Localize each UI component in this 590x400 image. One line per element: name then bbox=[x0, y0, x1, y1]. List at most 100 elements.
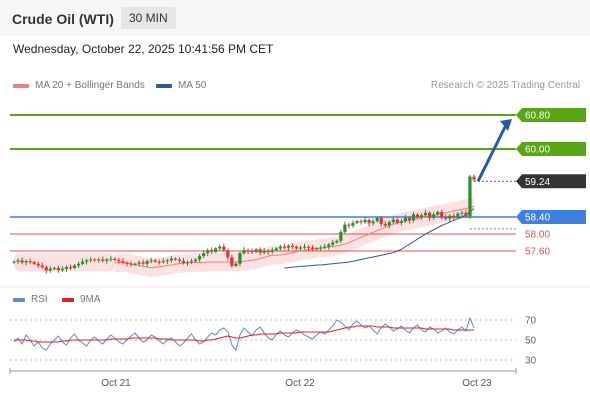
candle-body bbox=[315, 248, 319, 250]
timeframe-button[interactable]: 30 MIN bbox=[121, 7, 176, 29]
level-label-58-00: 58.00 bbox=[525, 230, 550, 241]
legend-ma50: MA 50 bbox=[156, 80, 206, 91]
candle-body bbox=[323, 246, 327, 248]
candle-body bbox=[448, 215, 452, 219]
candle-body bbox=[68, 267, 73, 269]
candle-body bbox=[254, 249, 258, 252]
candle-body bbox=[282, 246, 286, 248]
legend-ma50-label: MA 50 bbox=[178, 80, 207, 91]
candle-body bbox=[294, 246, 299, 249]
level-tag-59-24 bbox=[516, 174, 586, 189]
candle-body bbox=[432, 214, 436, 218]
candle-body bbox=[290, 245, 295, 247]
candle-body bbox=[198, 256, 202, 260]
legend-rsi: RSI bbox=[13, 294, 48, 305]
level-tag-60-80 bbox=[516, 108, 586, 122]
level-tag-58-40 bbox=[516, 210, 586, 224]
legend-ma20-label: MA 20 + Bollinger Bands bbox=[35, 80, 145, 91]
candle-body bbox=[113, 258, 117, 260]
candle-body bbox=[28, 261, 32, 263]
candle-body bbox=[456, 213, 460, 218]
candle-body bbox=[60, 268, 65, 271]
candle-body bbox=[327, 244, 331, 247]
x-tick-label: Oct 23 bbox=[462, 378, 492, 389]
level-label-60-00: 60.00 bbox=[525, 145, 550, 156]
timestamp: Wednesday, October 22, 2025 10:41:56 PM … bbox=[13, 42, 274, 56]
candle-body bbox=[258, 249, 262, 253]
candle-body bbox=[133, 263, 137, 265]
rsi-line bbox=[13, 316, 475, 352]
candle-body bbox=[452, 215, 456, 218]
candle-body bbox=[423, 212, 428, 216]
candle-body bbox=[440, 211, 444, 217]
candle-body bbox=[56, 268, 60, 271]
candle-body bbox=[85, 260, 89, 262]
candle-body bbox=[165, 260, 169, 262]
candle-body bbox=[52, 268, 56, 269]
candle-body bbox=[125, 262, 129, 264]
instrument-title: Crude Oil (WTI) bbox=[12, 11, 114, 27]
candle-body bbox=[355, 221, 359, 223]
candle-body bbox=[407, 217, 412, 221]
candle-body bbox=[379, 217, 383, 224]
candle-body bbox=[72, 265, 77, 268]
candle-body bbox=[319, 247, 323, 249]
candle-body bbox=[270, 250, 274, 252]
candle-body bbox=[460, 212, 464, 214]
candle-body bbox=[161, 261, 165, 263]
candle-body bbox=[266, 251, 270, 252]
candle-body bbox=[210, 250, 214, 252]
candle-body bbox=[399, 221, 403, 223]
candle-body bbox=[250, 251, 254, 252]
legend-rsi-label: RSI bbox=[31, 294, 48, 305]
candle-body bbox=[278, 246, 282, 249]
candle-body bbox=[173, 258, 178, 260]
candle-body bbox=[32, 262, 36, 264]
candle-body bbox=[464, 212, 468, 217]
candle-body bbox=[181, 260, 186, 263]
candle-body bbox=[20, 260, 24, 263]
legend-ma20: MA 20 + Bollinger Bands bbox=[13, 80, 145, 91]
candle-body bbox=[24, 261, 28, 263]
candle-body bbox=[189, 261, 194, 263]
candle-body bbox=[387, 222, 391, 226]
candle-body bbox=[395, 219, 399, 223]
candle-body bbox=[222, 246, 226, 251]
rsi-tick-30: 30 bbox=[525, 356, 537, 367]
candle-body bbox=[306, 246, 311, 248]
candle-body bbox=[169, 258, 173, 261]
legend-9ma-label: 9MA bbox=[80, 294, 101, 305]
candle-body bbox=[444, 217, 448, 219]
candle-body bbox=[246, 250, 250, 252]
candle-body bbox=[97, 259, 101, 261]
candle-body bbox=[339, 231, 343, 241]
candle-body bbox=[274, 248, 278, 251]
candle-body bbox=[101, 259, 105, 261]
candle-body bbox=[129, 263, 133, 265]
candle-body bbox=[331, 242, 335, 245]
candle-body bbox=[302, 246, 307, 248]
projection-arrow bbox=[476, 124, 508, 182]
legend-9ma-swatch bbox=[62, 297, 74, 302]
candle-body bbox=[298, 247, 303, 249]
x-tick-label: Oct 21 bbox=[101, 378, 131, 389]
candle-body bbox=[403, 217, 408, 222]
candle-body bbox=[411, 214, 416, 221]
rsi-tick-70: 70 bbox=[525, 316, 537, 327]
candle-body bbox=[202, 253, 206, 257]
candle-body bbox=[121, 261, 125, 263]
candle-body bbox=[238, 253, 242, 264]
candle-body bbox=[93, 259, 97, 261]
candle-body bbox=[218, 246, 222, 249]
level-tag-60-00 bbox=[516, 142, 586, 156]
candle-body bbox=[177, 259, 182, 261]
credit-text: Research © 2025 Trading Central bbox=[430, 80, 580, 91]
candle-body bbox=[40, 265, 44, 268]
candle-body bbox=[105, 259, 109, 261]
candle-body bbox=[415, 214, 420, 217]
level-label-57-60: 57.60 bbox=[525, 247, 550, 258]
candle-body bbox=[383, 223, 387, 226]
candle-body bbox=[44, 267, 48, 271]
candle-body bbox=[214, 248, 218, 252]
candle-body bbox=[347, 224, 351, 226]
